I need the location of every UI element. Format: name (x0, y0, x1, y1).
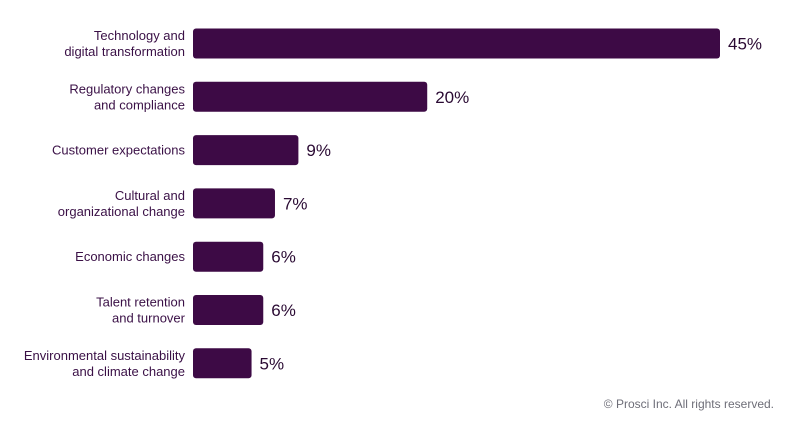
bar (193, 28, 720, 59)
bar (193, 135, 299, 166)
category-label: Cultural and organizational change (58, 188, 185, 219)
copyright-notice: © Prosci Inc. All rights reserved. (603, 397, 774, 411)
bar (193, 241, 264, 272)
bar (193, 81, 428, 112)
value-label: 6% (271, 301, 296, 320)
value-label: 45% (728, 35, 762, 54)
bar-chart: Technology and digital transformation 45% R… (24, 28, 762, 379)
category-label: Technology and digital transformation (64, 28, 185, 59)
category-label: Customer expectations (52, 143, 185, 158)
category-label: Talent retention and turnover (96, 295, 186, 326)
value-label: 6% (271, 248, 296, 267)
category-label: Environmental sustainability and climate … (24, 348, 186, 379)
bar (193, 188, 275, 219)
category-label: Economic changes (75, 249, 185, 264)
value-label: 7% (283, 194, 308, 213)
category-label: Regulatory changes and compliance (69, 81, 185, 112)
value-label: 20% (435, 88, 469, 107)
bar (193, 295, 264, 325)
value-label: 9% (306, 141, 331, 160)
bar (193, 348, 252, 379)
value-label: 5% (260, 354, 285, 373)
